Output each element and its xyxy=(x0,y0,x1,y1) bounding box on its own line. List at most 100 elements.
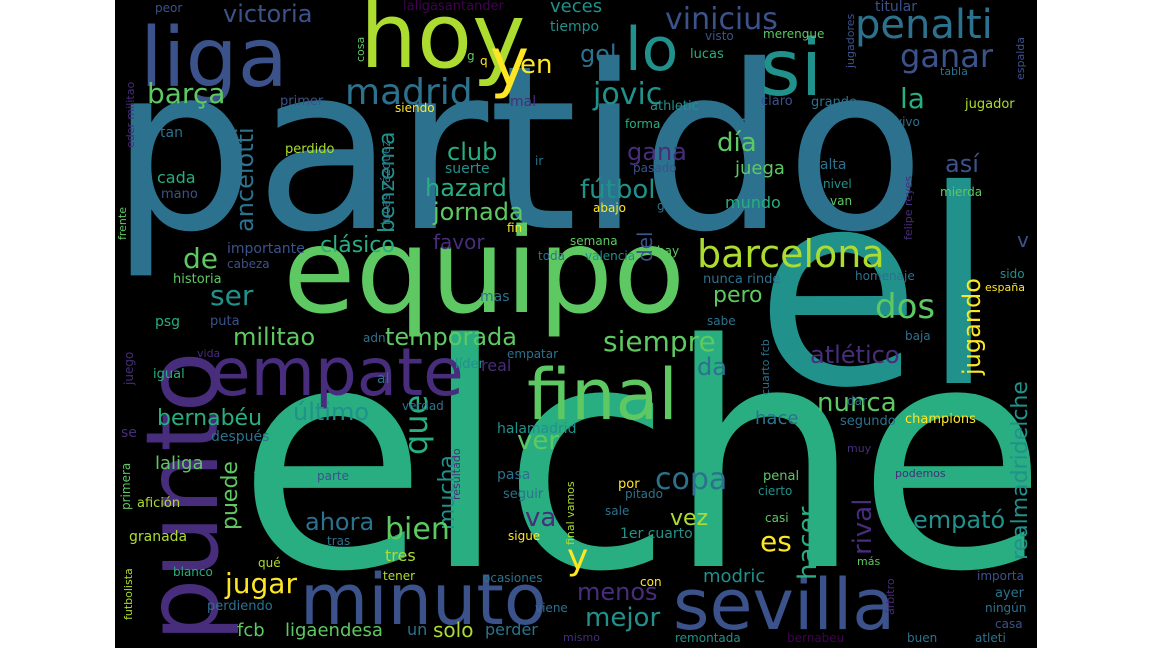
word-final-vamos: final vamos xyxy=(564,481,577,545)
word-ocasiones: ocasiones xyxy=(483,571,543,585)
word-cierto: cierto xyxy=(758,484,793,498)
word-pasa: pasa xyxy=(497,467,531,483)
word-arbitro: árbitro xyxy=(884,578,897,615)
word-en: en xyxy=(520,50,553,80)
word-es: es xyxy=(760,525,792,558)
word-ir: ir xyxy=(535,154,544,168)
word-tras: tras xyxy=(327,534,351,548)
word-por: por xyxy=(618,477,640,492)
word-baja: baja xyxy=(905,329,931,343)
word-cuarto-fcb: cuarto fcb xyxy=(759,339,772,395)
word-hay: hay xyxy=(657,244,680,258)
word-visto: visto xyxy=(705,29,734,43)
word-real: real xyxy=(481,356,512,375)
word-dia: día xyxy=(717,128,757,158)
word-homenaje: homenaje xyxy=(855,269,915,283)
word-van: van xyxy=(830,194,853,208)
word-barca: barça xyxy=(147,77,226,110)
word-elche: elche xyxy=(237,279,1037,640)
word-historia: historia xyxy=(173,272,222,287)
word-mal: mal xyxy=(510,94,537,110)
word-se: se xyxy=(121,425,137,441)
word-gran: gran xyxy=(657,199,685,213)
word-parte: parte xyxy=(317,469,349,483)
word-nivel: nivel xyxy=(823,177,852,191)
word-mas: mas xyxy=(480,289,510,305)
word-temporada: temporada xyxy=(385,323,517,351)
word-buen: buen xyxy=(907,631,938,645)
word-sabe: sabe xyxy=(707,314,736,328)
word-perdido: perdido xyxy=(285,142,335,157)
word-1er-cuarto: 1er cuarto xyxy=(620,526,693,542)
word-tres: tres xyxy=(385,546,416,565)
word-felipe-reyes: felipe reyes xyxy=(902,175,915,240)
word-vivo: vivo xyxy=(895,115,920,129)
word-con: con xyxy=(640,575,662,589)
word-jugando: jugando xyxy=(958,278,986,375)
word-final: final xyxy=(527,354,678,436)
word-suerte: suerte xyxy=(445,161,490,177)
word-mundo: mundo xyxy=(725,193,781,212)
word-asi: así xyxy=(945,150,979,178)
word-mismo: mismo xyxy=(563,631,600,644)
word-cloud: partido elche el equipo punto minuto sev… xyxy=(115,0,1037,648)
word-pasado: pasado xyxy=(633,161,677,175)
word-importa: importa xyxy=(977,569,1024,583)
word-siendo: siendo xyxy=(395,101,435,115)
word-jugadores: jugadores xyxy=(844,13,857,68)
word-siempre: siempre xyxy=(603,325,716,358)
word-veces: veces xyxy=(550,0,603,17)
word-ancelotti: ancelotti xyxy=(231,127,259,232)
word-ahora: ahora xyxy=(305,508,375,536)
word-merengue: merengue xyxy=(763,27,825,41)
word-al: al xyxy=(377,371,390,387)
word-hacer: hacer xyxy=(793,506,823,580)
word-ventaja: ventaja xyxy=(252,463,265,505)
word-liga: liga xyxy=(140,11,288,106)
word-ganar: ganar xyxy=(900,37,993,75)
word-laliga: laliga xyxy=(155,453,204,474)
word-forma: forma xyxy=(625,117,661,131)
word-bien: bien xyxy=(385,512,450,547)
word-ayer: ayer xyxy=(995,586,1025,601)
word-militao: militao xyxy=(233,323,316,351)
word-partido: partido xyxy=(115,16,926,282)
word-tabla: tabla xyxy=(940,65,968,78)
word-ver: ver xyxy=(517,426,560,456)
word-jornada: jornada xyxy=(433,198,524,226)
word-va: va xyxy=(525,503,557,533)
word-pitado: pitado xyxy=(625,487,663,501)
word-espalda: espalda xyxy=(1014,36,1027,80)
word-modric: modric xyxy=(703,566,766,587)
word-del: del xyxy=(633,231,657,262)
word-fin: fin xyxy=(507,221,523,235)
word-madrid: madrid xyxy=(345,72,473,113)
word-vinicius: vinicius xyxy=(665,2,778,37)
word-espana: españa xyxy=(985,281,1025,294)
word-club: club xyxy=(447,138,498,166)
word-de: de xyxy=(183,242,218,275)
word-peor: peor xyxy=(155,1,183,15)
word-tener: tener xyxy=(383,569,416,583)
word-empate: empate xyxy=(210,334,464,411)
word-remontada: remontada xyxy=(675,631,741,645)
word-ultimo: último xyxy=(293,398,370,426)
word-mejor: mejor xyxy=(585,603,661,633)
word-eder-militao: eder militao xyxy=(124,81,137,148)
word-seguir: seguir xyxy=(503,487,544,502)
word-jugador: jugador xyxy=(965,97,1015,112)
word-bernabeu-lower: bernabeu xyxy=(787,631,845,645)
word-tan: tan xyxy=(160,125,183,141)
word-favor: favor xyxy=(433,230,485,254)
word-halamadrid: halamadrid xyxy=(497,421,577,437)
word-si: si xyxy=(760,24,823,114)
word-tiempo: tiempo xyxy=(550,19,600,35)
word-vida: vida xyxy=(197,347,221,360)
word-bernabeu: bernabéu xyxy=(157,406,263,431)
word-lucas: lucas xyxy=(690,47,724,62)
word-el: el xyxy=(755,132,997,447)
word-mano: mano xyxy=(161,187,198,202)
word-frente: frente xyxy=(116,207,129,240)
word-juega: juega xyxy=(735,158,785,179)
word-victoria: victoria xyxy=(223,0,313,28)
